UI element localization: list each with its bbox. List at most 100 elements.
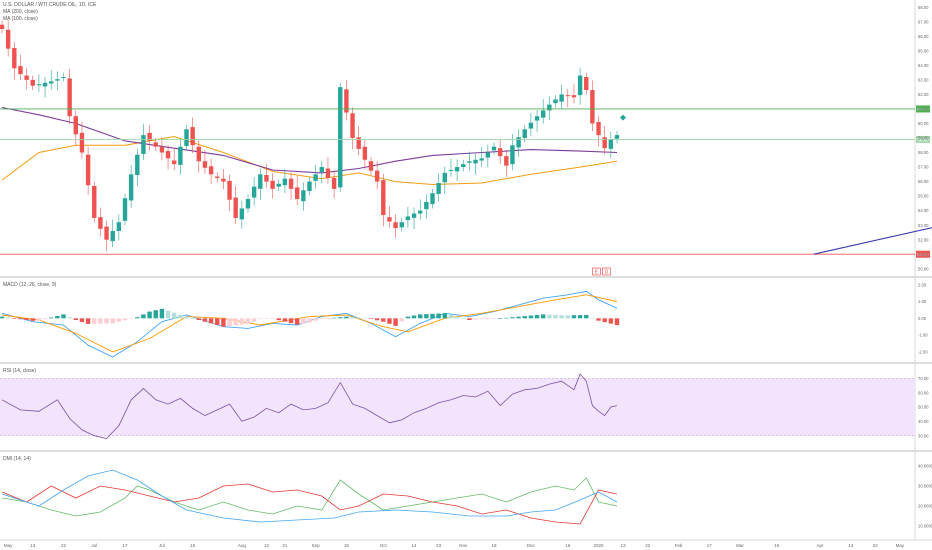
- macd-histogram-bar: [504, 317, 509, 319]
- macd-histogram-bar: [190, 318, 195, 319]
- candle-body: [141, 135, 146, 154]
- rsi-tick-label: 50.00: [918, 405, 929, 410]
- macd-histogram-bar: [387, 318, 392, 324]
- macd-histogram-bar: [319, 318, 324, 319]
- event-flag-label: E: [595, 269, 599, 275]
- candle-body: [577, 75, 583, 96]
- candle-body: [344, 89, 349, 113]
- macd-histogram-bar: [141, 314, 146, 319]
- time-tick-label: 22: [873, 543, 879, 548]
- macd-histogram-bar: [202, 318, 208, 322]
- candle-body: [67, 78, 72, 117]
- macd-histogram-bar: [12, 318, 17, 319]
- macd-histogram-bar: [325, 318, 331, 319]
- time-tick-label: 16: [774, 543, 780, 548]
- dmi-legend[interactable]: DMI (14, 14): [3, 456, 31, 462]
- time-tick-label: 17: [122, 543, 128, 548]
- candle-body: [387, 217, 392, 222]
- rsi-legend[interactable]: RSI (14, close): [3, 368, 37, 374]
- candle-body: [36, 84, 42, 86]
- macd-histogram-bar: [135, 317, 140, 319]
- macd-histogram-bar: [153, 310, 158, 319]
- candle-body: [362, 146, 368, 160]
- candle-body: [405, 216, 411, 221]
- candle-body: [159, 146, 165, 153]
- candle-body: [356, 137, 361, 149]
- candle-body: [424, 201, 429, 210]
- price-tick-label: 64.00: [918, 63, 929, 68]
- macd-histogram-bar: [196, 318, 201, 320]
- ma-slow-legend[interactable]: MA (200, close): [3, 9, 38, 15]
- candle-body: [411, 213, 417, 218]
- candle-body: [467, 161, 472, 163]
- time-tick-label: May: [4, 543, 13, 548]
- candle-body: [454, 167, 460, 172]
- candle-body: [461, 164, 466, 168]
- symbol-title[interactable]: U.S. DOLLAR / WTI CRUDE OIL, 1D, ICE: [3, 2, 97, 8]
- macd-histogram-bar: [55, 315, 60, 319]
- candle-body: [104, 226, 109, 240]
- price-tick-label: 60.00: [918, 121, 929, 126]
- macd-histogram-bar: [301, 318, 306, 324]
- event-flag: [592, 267, 601, 276]
- price-tick-label: 59.00: [918, 136, 929, 141]
- level-tag-text: 61.00: [917, 107, 929, 112]
- candle-body: [504, 156, 509, 166]
- macd-histogram-bar: [215, 318, 220, 326]
- macd-histogram-bar: [374, 318, 380, 321]
- macd-histogram-bar: [430, 313, 435, 319]
- candle-body: [528, 122, 534, 129]
- time-tick-label: 15: [190, 543, 196, 548]
- macd-histogram-bar: [282, 318, 288, 322]
- macd-histogram-bar: [590, 317, 595, 319]
- candle-body: [202, 161, 208, 168]
- level-tag-support: [916, 250, 930, 258]
- rsi-tick-label: 40.00: [918, 419, 929, 424]
- time-tick-label: Jul: [91, 543, 97, 548]
- ma-fast-legend[interactable]: MA (100, close): [3, 16, 38, 22]
- macd-histogram-bar: [393, 318, 398, 326]
- time-tick-label: May: [896, 543, 905, 548]
- dmi-tick-label: 30.0000: [918, 484, 932, 489]
- candle-body: [516, 137, 521, 148]
- macd-histogram-bar: [584, 314, 589, 319]
- macd-histogram-bar: [73, 318, 78, 320]
- macd-histogram-bar: [577, 315, 583, 319]
- macd-histogram-bar: [295, 318, 300, 325]
- macd-histogram-bar: [172, 312, 177, 319]
- candle-body: [590, 90, 595, 124]
- candle-body: [307, 181, 312, 192]
- macd-histogram-bar: [128, 318, 134, 319]
- price-tick-label: 58.00: [918, 150, 929, 155]
- time-tick-label: 16: [344, 543, 350, 548]
- candle-body: [227, 180, 232, 200]
- time-tick-label: 13: [621, 543, 627, 548]
- macd-histogram-bar: [42, 318, 48, 320]
- macd-histogram-bar: [553, 314, 558, 319]
- macd-histogram-bar: [0, 316, 5, 319]
- candle-body: [522, 129, 527, 138]
- macd-histogram-bar: [36, 318, 42, 321]
- level-tag-resistance: [916, 105, 930, 113]
- candle-body: [418, 210, 423, 214]
- candle-body: [374, 170, 380, 182]
- time-tick-label: 13: [30, 543, 36, 548]
- macd-histogram-bar: [104, 318, 109, 324]
- macd-histogram-bar: [313, 318, 318, 321]
- dmi-tick-label: 10.0000: [918, 524, 932, 529]
- macd-tick-label: 0.00: [918, 316, 927, 321]
- macd-histogram-bar: [270, 318, 275, 319]
- candle-body: [92, 185, 97, 218]
- macd-legend[interactable]: MACD (12, 26, close, 9): [3, 282, 57, 288]
- time-tick-label: Jul: [159, 543, 165, 548]
- macd-histogram-bar: [510, 317, 515, 319]
- dmi-minus-line: [1, 483, 618, 525]
- level-tag-mid: [916, 135, 930, 143]
- macd-histogram-bar: [165, 310, 171, 319]
- macd-histogram-bar: [559, 315, 564, 319]
- candle-body: [153, 142, 158, 147]
- candle-body: [331, 177, 337, 189]
- macd-histogram-bar: [541, 314, 546, 319]
